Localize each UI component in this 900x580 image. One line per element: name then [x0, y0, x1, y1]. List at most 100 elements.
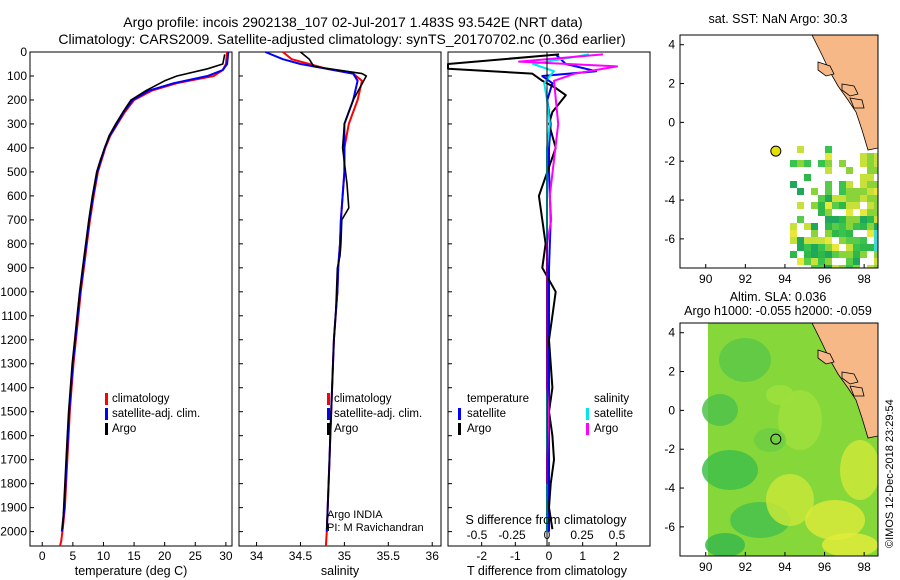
island	[849, 385, 865, 397]
sla-anomaly-patch	[702, 450, 758, 490]
lat-tick-label: -4	[664, 193, 675, 207]
x-tick-label: 1	[579, 549, 586, 563]
legend-salinity-header: salinity	[594, 393, 629, 405]
difference-series	[447, 53, 618, 532]
sst-pixel	[846, 216, 853, 223]
depth-tick-label: 1700	[0, 453, 27, 467]
series-line-argo	[299, 51, 368, 530]
sst-pixel	[853, 244, 860, 251]
sla-anomaly-patch	[705, 533, 745, 556]
sla-map-title-line2: Argo h1000: -0.055 h2000: -0.059	[684, 304, 872, 318]
s-tick-label: -0.25	[498, 528, 526, 542]
island	[849, 97, 865, 109]
salinity-panel: 34 34.5 35 35.5 36 salinity climatology sate…	[238, 51, 442, 578]
lat-tick-label: -2	[664, 442, 675, 456]
sst-pixel	[797, 160, 804, 167]
x-tick-label: 35	[338, 549, 352, 563]
sst-pixel	[874, 195, 878, 202]
sst-pixel	[797, 244, 804, 251]
legend-s-argo-label: Argo	[594, 423, 618, 435]
sst-pixel	[839, 216, 846, 223]
salinity-legend: climatology satellite-adj. clim. Argo	[327, 393, 422, 435]
sst-pixel	[818, 202, 825, 209]
sst-pixel	[811, 188, 818, 195]
depth-tick-label: 300	[7, 117, 27, 131]
sst-pixel	[811, 251, 818, 258]
x-tick-label: 20	[158, 549, 172, 563]
x-tick-label: -2	[476, 549, 487, 563]
sst-pixel	[846, 244, 853, 251]
legend-t-satellite-label: satellite	[467, 408, 506, 420]
x-tick-label: 15	[127, 549, 141, 563]
lat-tick-label: -6	[664, 232, 675, 246]
figure-title-line1: Argo profile: incois 2902138_107 02-Jul-…	[123, 14, 582, 30]
legend-argo-swatch	[105, 423, 108, 435]
legend-s-satellite-label: satellite	[594, 408, 633, 420]
sst-pixel	[853, 251, 860, 258]
legend-satellite-label: satellite-adj. clim.	[112, 408, 200, 420]
lon-tick-label: 98	[857, 560, 871, 574]
sst-pixel	[846, 167, 853, 174]
sst-pixel	[867, 244, 874, 251]
sst-map-title: sat. SST: NaN Argo: 30.3	[709, 12, 848, 26]
sst-pixel	[860, 223, 867, 230]
sst-pixel	[867, 216, 874, 223]
sst-pixel	[797, 237, 804, 244]
lon-tick-label: 96	[818, 560, 832, 574]
depth-tick-label: 700	[7, 213, 27, 227]
sst-pixel	[825, 216, 832, 223]
sst-pixel	[874, 181, 878, 188]
series-line-s-satellite	[532, 53, 590, 532]
sst-pixel	[867, 160, 874, 167]
sla-map-frame	[679, 322, 879, 557]
sst-map-panel: sat. SST: NaN Argo: 30.3 90 92 94 96 98 4 2 0 -2…	[664, 12, 879, 286]
sst-pixel	[874, 244, 878, 251]
sst-pixel	[867, 153, 874, 160]
sst-pixel	[874, 188, 878, 195]
sst-pixel	[825, 195, 832, 202]
sst-pixel	[867, 195, 874, 202]
depth-tick-label: 1900	[0, 501, 27, 515]
legend-satellite-label: satellite-adj. clim.	[334, 408, 422, 420]
difference-x-axis: -2 -1 0 1 2	[476, 542, 620, 563]
sla-anomaly-patch	[766, 385, 794, 405]
difference-panel: -2 -1 0 1 2 -0.5 -0.25 0 0.25 0.5 T difference f…	[447, 51, 651, 578]
sst-pixel	[846, 251, 853, 258]
salinity-x-axis: 34 34.5 35 35.5 36	[250, 542, 439, 563]
depth-tick-label: 600	[7, 189, 27, 203]
sst-pixel	[825, 258, 832, 265]
sst-pixel	[825, 230, 832, 237]
s-tick-label: 0.25	[570, 528, 594, 542]
temperature-legend: climatology satellite-adj. clim. Argo	[105, 393, 200, 435]
x-tick-label: 30	[219, 549, 233, 563]
sst-pixel	[832, 265, 839, 268]
t-difference-axis-label: T difference from climatology	[467, 564, 628, 578]
x-tick-label: 34	[250, 549, 264, 563]
sst-pixel	[867, 188, 874, 195]
sst-pixel	[860, 237, 867, 244]
sst-pixel	[790, 237, 797, 244]
sst-pixel	[804, 160, 811, 167]
salinity-series	[264, 51, 368, 547]
sst-pixel	[825, 237, 832, 244]
sst-pixel	[860, 216, 867, 223]
sst-pixel	[797, 216, 804, 223]
sst-pixel	[846, 202, 853, 209]
lat-tick-label: 2	[668, 365, 675, 379]
sst-pixel	[874, 265, 878, 268]
sst-pixel	[832, 230, 839, 237]
legend-climatology-swatch	[327, 393, 330, 405]
x-tick-label: 2	[613, 549, 620, 563]
island	[841, 371, 859, 385]
x-tick-label: 34.5	[289, 549, 313, 563]
sst-pixel	[846, 223, 853, 230]
sst-pixel	[804, 251, 811, 258]
legend-s-argo-swatch	[586, 423, 589, 435]
temperature-x-axis: 0 5 10 15 20 25 30	[39, 542, 233, 563]
sla-anomaly-patch	[778, 390, 822, 450]
sst-pixel	[818, 258, 825, 265]
sst-pixel	[839, 230, 846, 237]
sst-pixel	[860, 153, 867, 160]
sst-pixel	[790, 160, 797, 167]
